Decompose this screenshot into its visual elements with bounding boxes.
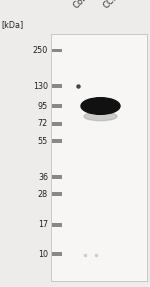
Text: 250: 250 xyxy=(33,46,48,55)
Bar xyxy=(52,252,62,256)
Text: 17: 17 xyxy=(38,220,48,230)
Bar xyxy=(52,104,62,108)
Bar xyxy=(52,175,62,179)
Bar xyxy=(52,139,62,143)
Text: [kDa]: [kDa] xyxy=(2,20,24,29)
Bar xyxy=(52,49,62,52)
Ellipse shape xyxy=(81,98,120,114)
Text: 95: 95 xyxy=(38,102,48,110)
Bar xyxy=(52,192,62,196)
Bar xyxy=(52,223,62,227)
Text: 72: 72 xyxy=(38,119,48,128)
Text: 28: 28 xyxy=(38,190,48,199)
Text: 55: 55 xyxy=(38,137,48,146)
Text: Control: Control xyxy=(72,0,100,10)
Text: CCDC155: CCDC155 xyxy=(102,0,137,10)
Ellipse shape xyxy=(84,112,117,121)
Bar xyxy=(52,84,62,88)
Text: 36: 36 xyxy=(38,172,48,182)
Bar xyxy=(52,122,62,126)
Bar xyxy=(51,34,147,281)
Text: 130: 130 xyxy=(33,82,48,91)
Text: 10: 10 xyxy=(38,250,48,259)
